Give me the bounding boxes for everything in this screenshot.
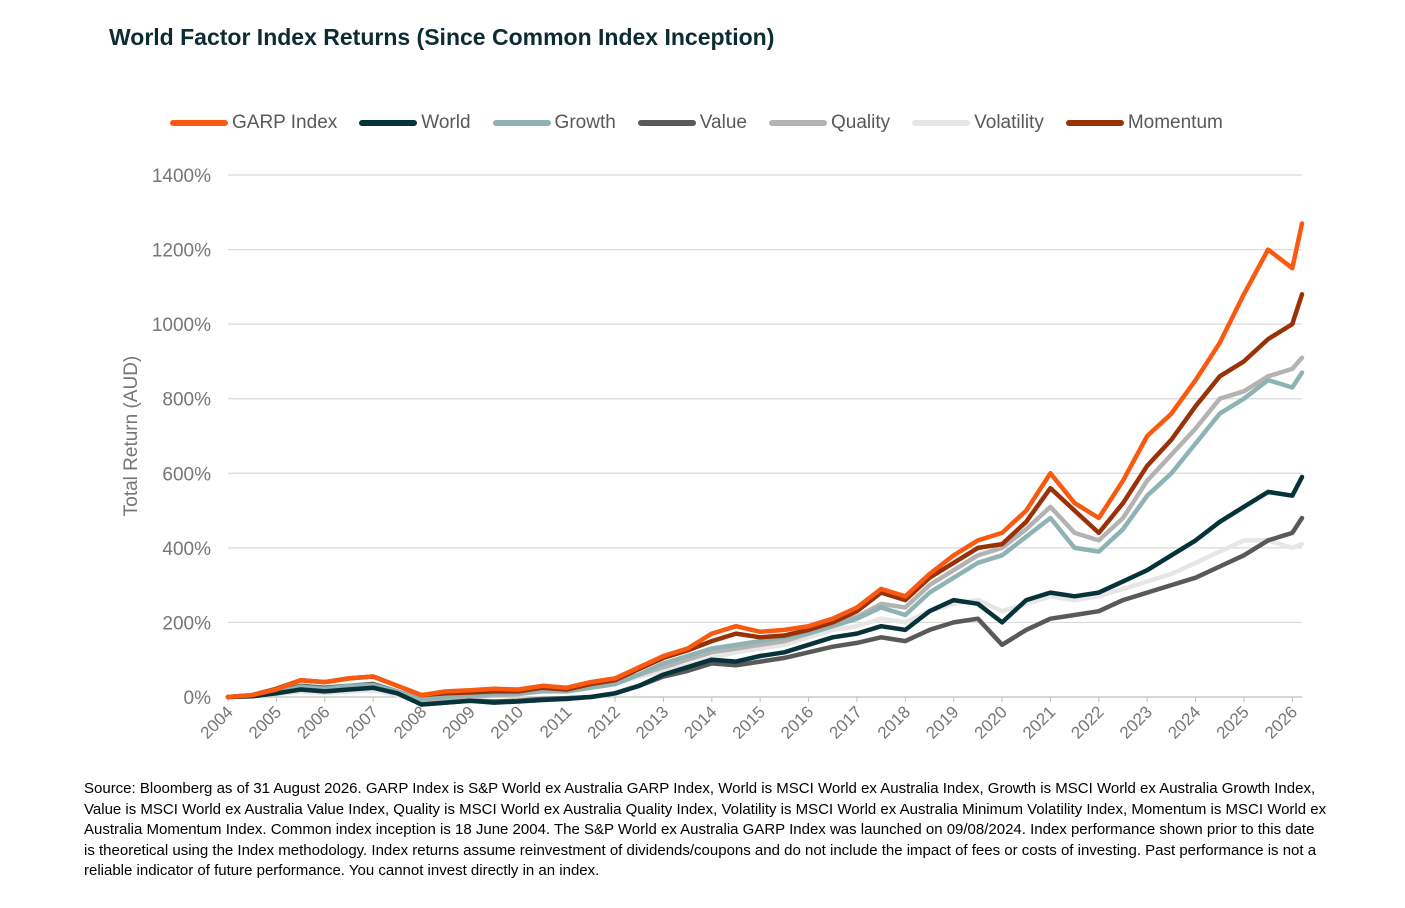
x-tick-label: 2006	[293, 702, 333, 742]
x-tick-label: 2008	[390, 702, 430, 742]
legend-item-momentum: Momentum	[1065, 112, 1223, 134]
y-axis-ticks: 0% 200% 400% 600% 800% 1000% 1200% 1400%	[152, 166, 211, 709]
y-tick-label: 200%	[162, 613, 211, 634]
x-tick-label: 2017	[826, 702, 866, 742]
y-tick-label: 1000%	[152, 315, 211, 336]
legend-swatch	[637, 120, 696, 126]
legend-swatch	[359, 120, 418, 126]
legend-item-value: Value	[637, 112, 747, 134]
legend-swatch	[492, 120, 551, 126]
source-note: Source: Bloomberg as of 31 August 2026. …	[84, 780, 1327, 879]
gridlines	[228, 174, 1302, 698]
legend-swatch	[768, 120, 827, 126]
legend-item-garp-index: GARP Index	[170, 112, 337, 134]
y-tick-label: 400%	[162, 539, 211, 560]
x-tick-label: 2018	[874, 702, 914, 742]
series-line-volatility	[225, 538, 1305, 703]
y-tick-label: 1400%	[152, 166, 211, 187]
x-tick-label: 2007	[342, 702, 382, 742]
x-tick-label: 2019	[922, 702, 962, 742]
x-tick-label: 2012	[584, 702, 624, 742]
legend-item-world: World	[359, 112, 471, 134]
legend-item-volatility: Volatility	[912, 112, 1044, 134]
x-tick-label: 2013	[632, 702, 672, 742]
x-tick-label: 2011	[536, 702, 575, 741]
y-tick-label: 0%	[184, 688, 212, 709]
x-tick-label: 2005	[245, 702, 285, 742]
x-tick-label: 2010	[487, 702, 527, 742]
legend-label: Value	[699, 112, 747, 133]
legend-label: Volatility	[974, 112, 1044, 133]
legend-label: GARP Index	[232, 112, 338, 133]
x-tick-label: 2020	[971, 702, 1011, 742]
legend-label: Momentum	[1127, 112, 1223, 133]
legend-item-growth: Growth	[492, 112, 616, 134]
x-tick-label: 2021	[1019, 702, 1059, 742]
legend-item-quality: Quality	[768, 112, 891, 134]
x-tick-label: 2022	[1067, 702, 1107, 742]
series-line-momentum	[225, 292, 1305, 700]
x-tick-label: 2024	[1164, 702, 1204, 742]
legend-label: Growth	[554, 112, 616, 133]
x-tick-label: 2023	[1116, 702, 1156, 742]
x-tick-label: 2009	[439, 702, 479, 742]
y-tick-label: 600%	[162, 464, 211, 485]
x-tick-label: 2025	[1213, 702, 1253, 742]
series-line-growth	[225, 370, 1305, 702]
y-tick-label: 1200%	[152, 241, 211, 262]
x-tick-label: 2016	[777, 702, 817, 742]
chart-legend: GARP Index World Growth Value Quality Volatil…	[170, 112, 1245, 134]
legend-swatch	[1065, 120, 1124, 126]
legend-swatch	[170, 120, 228, 126]
series-line-garp-index	[225, 221, 1305, 700]
series-lines	[225, 221, 1305, 707]
legend-swatch	[912, 120, 971, 126]
x-tick-label: 2015	[729, 702, 769, 742]
chart-title: World Factor Index Returns (Since Common…	[109, 24, 775, 50]
x-axis-ticks: 2004 2005 2006 2007 2008 2009 2010 2011 2012 2013…	[197, 697, 1301, 743]
line-chart: 0% 200% 400% 600% 800% 1000% 1200% 1400% 2004 20…	[121, 166, 1305, 743]
y-axis-label: Total Return (AUD)	[121, 356, 142, 517]
x-tick-label: 2014	[680, 702, 720, 742]
legend-label: World	[421, 112, 471, 133]
legend-label: Quality	[830, 112, 891, 133]
x-tick-label: 2026	[1261, 702, 1301, 742]
series-line-value	[225, 515, 1305, 707]
series-line-world	[225, 474, 1305, 707]
y-tick-label: 800%	[162, 390, 211, 411]
